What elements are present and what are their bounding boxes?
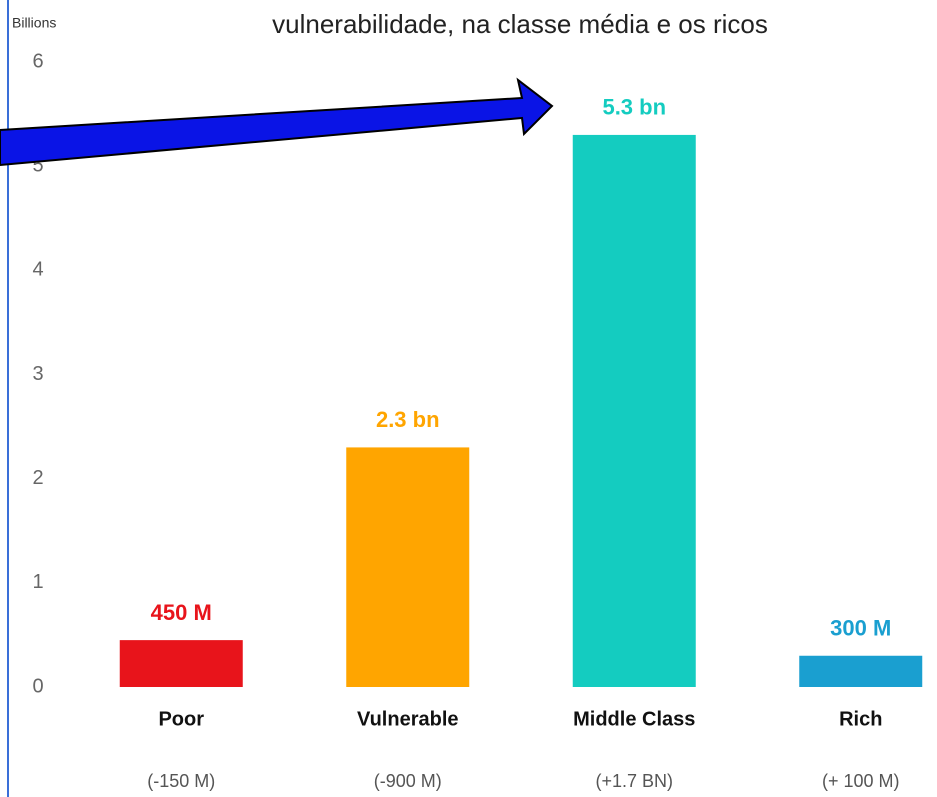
y-tick-label: 2	[32, 467, 43, 489]
y-axis-label: Billions	[12, 15, 56, 31]
value-label: 2.3 bn	[376, 407, 440, 432]
value-label: 300 M	[830, 616, 891, 641]
bar	[799, 655, 923, 687]
arrow	[0, 77, 554, 167]
y-tick-label: 4	[32, 259, 43, 281]
y-tick-label: 0	[32, 675, 43, 697]
y-tick-label: 1	[32, 571, 43, 593]
change-label: (+1.7 BN)	[595, 771, 673, 791]
change-label: (-150 M)	[147, 771, 215, 791]
x-tick-label: Middle Class	[573, 708, 695, 730]
chart-title: vulnerabilidade, na classe média e os ri…	[272, 9, 768, 39]
bar	[119, 640, 243, 687]
change-label: (-900 M)	[374, 771, 442, 791]
bar	[572, 134, 696, 687]
value-label: 5.3 bn	[602, 95, 666, 120]
y-tick-label: 6	[32, 50, 43, 72]
value-label: 450 M	[151, 600, 212, 625]
x-tick-label: Vulnerable	[357, 708, 459, 730]
y-tick-label: 5	[32, 154, 43, 176]
change-label: (+ 100 M)	[822, 771, 900, 791]
y-tick-label: 3	[32, 363, 43, 385]
x-tick-label: Poor	[158, 708, 204, 730]
x-tick-label: Rich	[839, 708, 882, 730]
bar	[346, 447, 470, 687]
